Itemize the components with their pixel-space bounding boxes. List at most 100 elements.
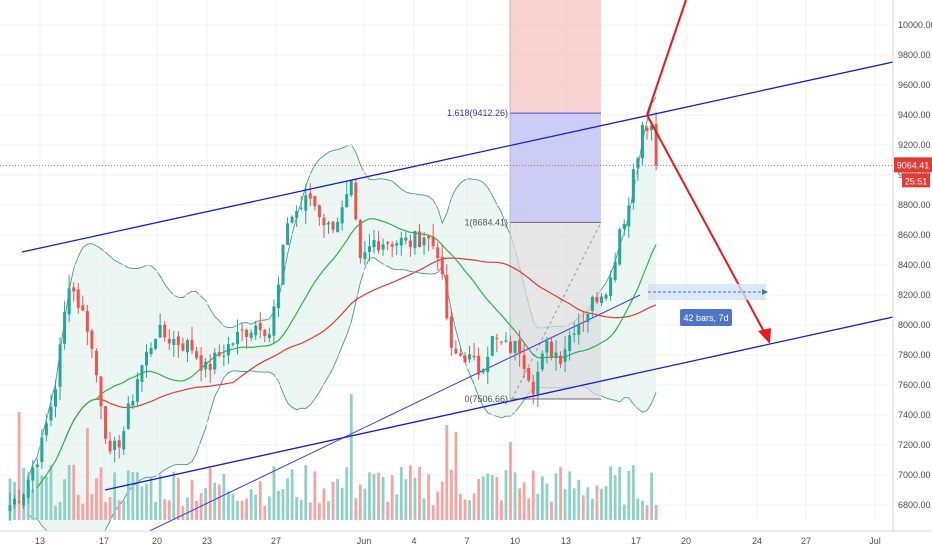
candle-body: [8, 505, 12, 512]
volume-bar: [176, 477, 180, 520]
x-tick-label: 20: [681, 536, 691, 546]
volume-bar: [40, 475, 44, 520]
candle-body: [108, 440, 112, 452]
date-range-measure[interactable]: 42 bars, 7d: [648, 284, 768, 326]
y-tick-label: 6800.00: [898, 500, 931, 510]
volume-bar: [422, 498, 426, 520]
fib-label-1618: 1.618(9412.26): [447, 108, 508, 118]
x-tick-label: 10: [510, 536, 520, 546]
volume-bar: [631, 465, 635, 520]
candle-body: [331, 221, 335, 230]
volume-bar: [613, 475, 617, 520]
volume-bar: [504, 470, 508, 520]
volume-bar: [117, 500, 121, 520]
candle-body: [481, 369, 485, 373]
volume-bar: [568, 471, 572, 520]
candle-body: [418, 231, 421, 248]
candle-body: [336, 221, 340, 232]
volume-bar: [531, 470, 535, 520]
volume-bar: [627, 471, 631, 520]
volume-bar: [577, 479, 581, 520]
candle-body: [236, 331, 239, 345]
volume-bar: [550, 501, 553, 520]
volume-bar: [509, 442, 512, 520]
projection-line-up: [646, 0, 687, 116]
candle-body: [413, 231, 417, 249]
volume-bar: [240, 501, 244, 520]
volume-bar: [113, 472, 117, 520]
candle-body: [627, 205, 631, 227]
volume-bar: [122, 500, 126, 520]
candle-body: [581, 322, 585, 324]
moving-average-green: [36, 218, 657, 488]
candle-body: [181, 343, 185, 351]
volume-bar: [31, 489, 35, 520]
date-range-label-box: [680, 309, 732, 326]
volume-bar: [190, 479, 194, 520]
trend-channel[interactable]: [21, 61, 894, 491]
volume-bar: [581, 495, 585, 520]
volume-bar: [149, 477, 153, 520]
candle-body: [327, 222, 330, 225]
candle-body: [90, 330, 94, 349]
candle-body: [308, 193, 312, 199]
candle-body: [372, 239, 376, 248]
candle-body: [531, 381, 535, 395]
candle-body: [563, 349, 567, 362]
candle-body: [208, 363, 212, 371]
volume-bar: [304, 465, 308, 520]
candle-body: [654, 124, 658, 166]
candle-body: [577, 324, 581, 335]
volume-bar: [95, 478, 98, 520]
projection-arrows: [646, 0, 771, 344]
candle-body: [44, 423, 48, 436]
countdown-badge-value: 25:51: [905, 176, 928, 186]
volume-bar: [299, 499, 303, 520]
candle-body: [367, 246, 371, 253]
y-tick-label: 8400.00: [898, 260, 931, 270]
candle-body: [295, 211, 299, 218]
y-tick-label: 7800.00: [898, 350, 931, 360]
candle-body: [145, 351, 148, 366]
volume-bar: [495, 476, 499, 520]
volume-bar: [358, 484, 362, 520]
x-tick-label: Jun: [357, 536, 372, 546]
volume-bar: [85, 428, 89, 520]
candle-body: [35, 464, 39, 468]
volume-bar: [459, 493, 462, 520]
candle-body: [149, 348, 153, 355]
candle-body: [217, 352, 221, 356]
candle-body: [440, 256, 444, 275]
volume-bar: [331, 481, 335, 520]
candle-body: [631, 169, 635, 203]
volume-bar: [472, 493, 476, 520]
candle-body: [13, 498, 17, 505]
candlesticks: [8, 112, 658, 521]
volume-bar: [536, 493, 540, 520]
volume-bar: [386, 501, 390, 520]
volume-bar: [513, 472, 517, 520]
candle-body: [509, 341, 512, 353]
volume-bar: [500, 500, 503, 520]
candle-body: [449, 316, 453, 348]
volume-bar: [390, 475, 394, 520]
candle-body: [349, 180, 353, 196]
candle-body: [154, 338, 158, 349]
date-range-label: 42 bars, 7d: [683, 313, 728, 323]
volume-bar: [295, 496, 299, 520]
volume-bar: [231, 493, 235, 520]
candle-body: [226, 343, 230, 356]
volume-bar: [340, 487, 344, 520]
y-tick-label: 9200.00: [898, 140, 931, 150]
candle-body: [263, 329, 267, 337]
candle-body: [163, 324, 167, 338]
volume-bar: [527, 498, 531, 520]
candle-body: [554, 352, 558, 359]
candle-body: [536, 371, 540, 394]
volume-bar: [395, 494, 399, 520]
candle-body: [590, 296, 594, 312]
candle-body: [245, 329, 249, 337]
volume-bar: [213, 482, 217, 520]
